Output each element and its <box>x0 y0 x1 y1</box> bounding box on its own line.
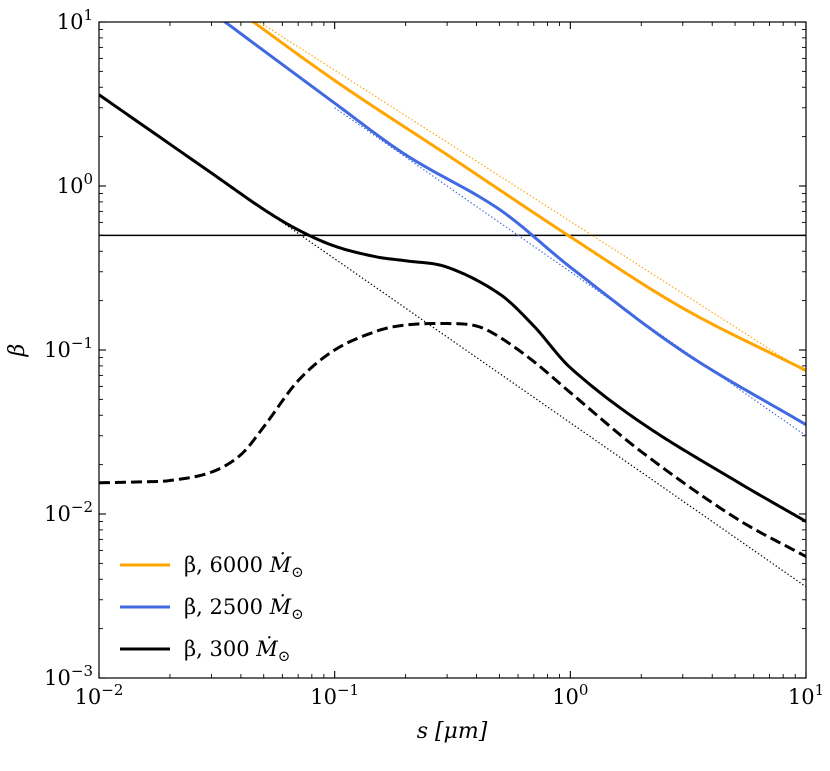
y-tick-label: 101 <box>57 6 93 34</box>
x-tick-label: 100 <box>552 681 588 709</box>
major-ticks <box>98 21 807 679</box>
series-2500-asymptote <box>334 107 806 437</box>
y-tick-label: 10−1 <box>44 334 93 362</box>
series-300-dashed <box>99 321 806 558</box>
x-tick-label: 10−2 <box>75 681 124 709</box>
minor-ticks <box>99 22 806 678</box>
x-tick-label: 10−1 <box>310 681 359 709</box>
series-300-asymptote <box>99 94 806 588</box>
y-tick-label: 10−3 <box>44 662 93 690</box>
series-6000 <box>250 22 806 372</box>
legend-label: β, 300 Ṁ⊙ <box>184 637 290 665</box>
y-tick-label: 10−2 <box>44 498 93 526</box>
legend: β, 6000 Ṁ⊙ β, 2500 Ṁ⊙ β, 300 Ṁ⊙ <box>120 553 304 665</box>
y-tick-label: 100 <box>57 170 93 198</box>
legend-label: β, 6000 Ṁ⊙ <box>184 553 304 581</box>
series-2500 <box>222 22 806 427</box>
plot-frame <box>98 21 807 679</box>
x-tick-label: 101 <box>788 681 824 709</box>
x-axis-label: s [μm] <box>417 719 488 744</box>
series-300 <box>99 93 806 523</box>
series-6000-asymptote <box>258 22 806 373</box>
y-axis-label: β <box>5 344 30 358</box>
series-layer <box>99 22 806 588</box>
legend-label: β, 2500 Ṁ⊙ <box>184 595 304 623</box>
